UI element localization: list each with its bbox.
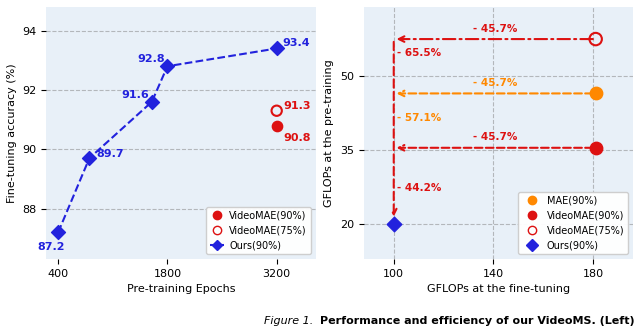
Point (147, 99, 157, 105)
Text: 93.4: 93.4 (282, 38, 310, 48)
Text: - 45.7%: - 45.7% (472, 132, 517, 142)
Point (271, 46, 282, 51)
Y-axis label: Fine-tuning accuracy (%): Fine-tuning accuracy (%) (7, 63, 17, 203)
Text: 89.7: 89.7 (97, 149, 124, 159)
Text: - 65.5%: - 65.5% (397, 48, 442, 58)
Text: - 45.7%: - 45.7% (472, 78, 517, 88)
Point (53, 230, 63, 235)
X-axis label: Pre-training Epochs: Pre-training Epochs (127, 284, 236, 294)
Legend: VideoMAE(90%), VideoMAE(75%), Ours(90%): VideoMAE(90%), VideoMAE(75%), Ours(90%) (206, 207, 311, 254)
Text: - 57.1%: - 57.1% (397, 113, 442, 122)
Point (271, 123, 282, 128)
Point (591, 145, 601, 151)
Point (163, 64, 173, 69)
Point (84, 156, 95, 161)
Point (388, 222, 399, 227)
Text: 87.2: 87.2 (38, 242, 65, 252)
Legend: MAE(90%), VideoMAE(90%), VideoMAE(75%), Ours(90%): MAE(90%), VideoMAE(90%), VideoMAE(75%), … (518, 192, 628, 254)
Text: - 44.2%: - 44.2% (397, 183, 442, 193)
Text: 92.8: 92.8 (137, 54, 164, 64)
Point (591, 36, 601, 42)
Y-axis label: GFLOPs at the pre-training: GFLOPs at the pre-training (324, 59, 335, 207)
Text: 91.6: 91.6 (121, 90, 149, 100)
Text: Figure 1.: Figure 1. (264, 316, 320, 326)
Text: 91.3: 91.3 (284, 101, 311, 111)
X-axis label: GFLOPs at the fine-tuning: GFLOPs at the fine-tuning (427, 284, 570, 294)
Point (271, 108, 282, 114)
Text: Performance and efficiency of our VideoMS. (Left): Performance and efficiency of our VideoM… (320, 316, 635, 326)
Text: 90.8: 90.8 (284, 133, 311, 143)
Point (591, 91, 601, 96)
Text: - 45.7%: - 45.7% (472, 24, 517, 34)
